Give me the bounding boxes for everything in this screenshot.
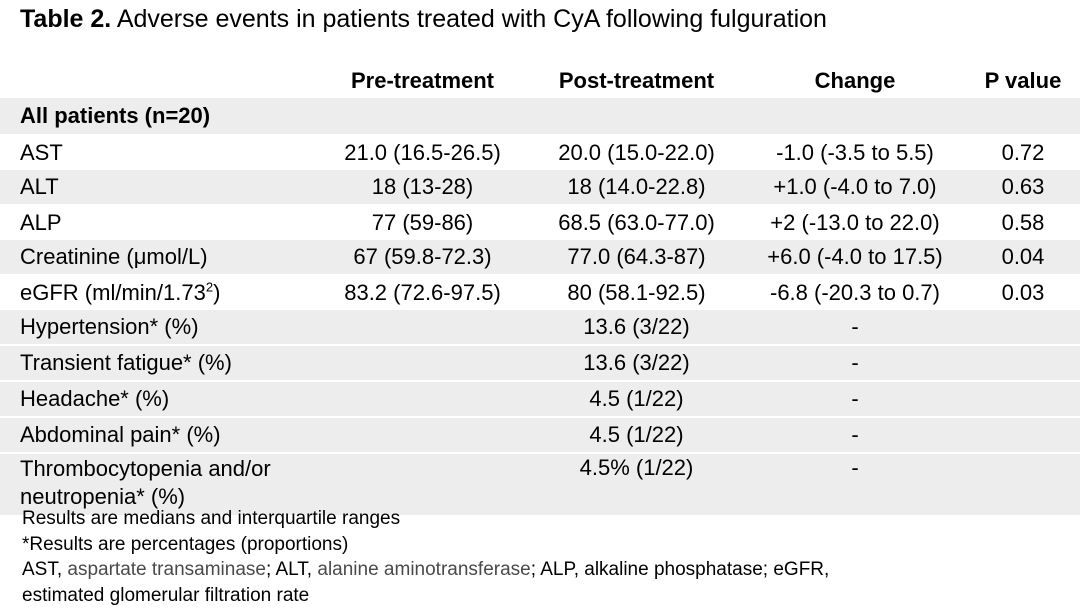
table-row-thrombocytopenia: Thrombocytopenia and/or neutropenia* (%)…: [0, 453, 1080, 515]
header-row: Pre-treatment Post-treatment Change P va…: [0, 64, 1080, 98]
abbr-ast-def: aspartate transaminase: [67, 559, 266, 580]
cell-pre: 83.2 (72.6-97.5): [316, 275, 529, 310]
row-label-text: eGFR (ml/min/1.73: [20, 280, 206, 305]
header-p-value: P value: [966, 64, 1080, 98]
table-row-hypertension: Hypertension* (%) 13.6 (3/22) -: [0, 310, 1080, 346]
table-row-ast: AST 21.0 (16.5-26.5) 20.0 (15.0-22.0) -1…: [0, 135, 1080, 170]
cell-post: 77.0 (64.3-87): [529, 240, 744, 276]
cell-post: 80 (58.1-92.5): [529, 275, 744, 310]
caption-text: Adverse events in patients treated with …: [111, 5, 827, 33]
cell-p: 0.04: [966, 240, 1080, 276]
group-label: All patients (n=20): [0, 98, 316, 136]
cell-change: -: [744, 453, 966, 515]
cell-post: 4.5 (1/22): [529, 381, 744, 418]
cell-post: 13.6 (3/22): [529, 310, 744, 346]
cell-change: +1.0 (-4.0 to 7.0): [744, 170, 966, 206]
cell-change: -: [744, 345, 966, 382]
row-label: Hypertension* (%): [0, 310, 316, 346]
abbr-alt-def: alanine aminotransferase: [317, 559, 531, 580]
abbr-rest: ; ALP, alkaline phosphatase; eGFR,: [530, 559, 830, 580]
table-row-headache: Headache* (%) 4.5 (1/22) -: [0, 381, 1080, 418]
header-pre-treatment: Pre-treatment: [316, 64, 529, 98]
cell-p: 0.03: [966, 275, 1080, 310]
cell-p: 0.63: [966, 170, 1080, 206]
table-row-transient-fatigue: Transient fatigue* (%) 13.6 (3/22) -: [0, 345, 1080, 382]
row-label-superscript: 2: [205, 279, 214, 295]
row-label: Thrombocytopenia and/or neutropenia* (%): [0, 453, 316, 515]
table-footnotes: Results are medians and interquartile ra…: [22, 506, 1072, 608]
header-change: Change: [744, 64, 966, 98]
cell-pre: 18 (13-28): [316, 170, 529, 206]
cell-pre: 67 (59.8-72.3): [316, 240, 529, 276]
cell-p: 0.58: [966, 205, 1080, 240]
cell-p: 0.72: [966, 135, 1080, 170]
cell-post: 4.5 (1/22): [529, 417, 744, 454]
row-label-suffix: ): [213, 280, 221, 305]
adverse-events-table: Pre-treatment Post-treatment Change P va…: [0, 64, 1080, 515]
footnote-medians: Results are medians and interquartile ra…: [22, 508, 401, 529]
abbr-ast: AST,: [22, 559, 68, 580]
cell-change: +6.0 (-4.0 to 17.5): [744, 240, 966, 276]
footnote-abbreviations: AST, aspartate transaminase; ALT, alanin…: [22, 557, 1072, 583]
row-label: Creatinine (μmol/L): [0, 240, 316, 276]
row-label: AST: [0, 135, 316, 170]
footnote-percentages: *Results are percentages (proportions): [22, 533, 349, 555]
table-row-egfr: eGFR (ml/min/1.732) 83.2 (72.6-97.5) 80 …: [0, 275, 1080, 310]
cell-change: -6.8 (-20.3 to 0.7): [744, 275, 966, 310]
row-label: Abdominal pain* (%): [0, 417, 316, 454]
header-blank: [0, 64, 316, 98]
row-label: eGFR (ml/min/1.732): [0, 275, 316, 310]
header-post-treatment: Post-treatment: [529, 64, 744, 98]
row-label: Transient fatigue* (%): [0, 345, 316, 382]
cell-pre: 21.0 (16.5-26.5): [316, 135, 529, 170]
cell-post: 13.6 (3/22): [529, 345, 744, 382]
row-label: Headache* (%): [0, 381, 316, 418]
row-label: ALP: [0, 205, 316, 240]
cell-post: 20.0 (15.0-22.0): [529, 135, 744, 170]
cell-post: 68.5 (63.0-77.0): [529, 205, 744, 240]
cell-post: 4.5% (1/22): [529, 453, 744, 515]
cell-change: -: [744, 310, 966, 346]
cell-change: -: [744, 417, 966, 454]
table-row-alt: ALT 18 (13-28) 18 (14.0-22.8) +1.0 (-4.0…: [0, 170, 1080, 206]
abbr-alt: ; ALT,: [265, 559, 318, 580]
caption-label: Table 2.: [20, 5, 112, 33]
footnote-abbreviations-cont: estimated glomerular filtration rate: [22, 584, 310, 606]
cell-pre: 77 (59-86): [316, 205, 529, 240]
table-caption: Table 2. Adverse events in patients trea…: [20, 4, 827, 34]
cell-change: +2 (-13.0 to 22.0): [744, 205, 966, 240]
row-label: ALT: [0, 170, 316, 206]
table-row-alp: ALP 77 (59-86) 68.5 (63.0-77.0) +2 (-13.…: [0, 205, 1080, 240]
group-row: All patients (n=20): [0, 98, 1080, 136]
cell-change: -: [744, 381, 966, 418]
cell-post: 18 (14.0-22.8): [529, 170, 744, 206]
table-row-abdominal-pain: Abdominal pain* (%) 4.5 (1/22) -: [0, 417, 1080, 454]
table-row-creatinine: Creatinine (μmol/L) 67 (59.8-72.3) 77.0 …: [0, 240, 1080, 276]
cell-change: -1.0 (-3.5 to 5.5): [744, 135, 966, 170]
